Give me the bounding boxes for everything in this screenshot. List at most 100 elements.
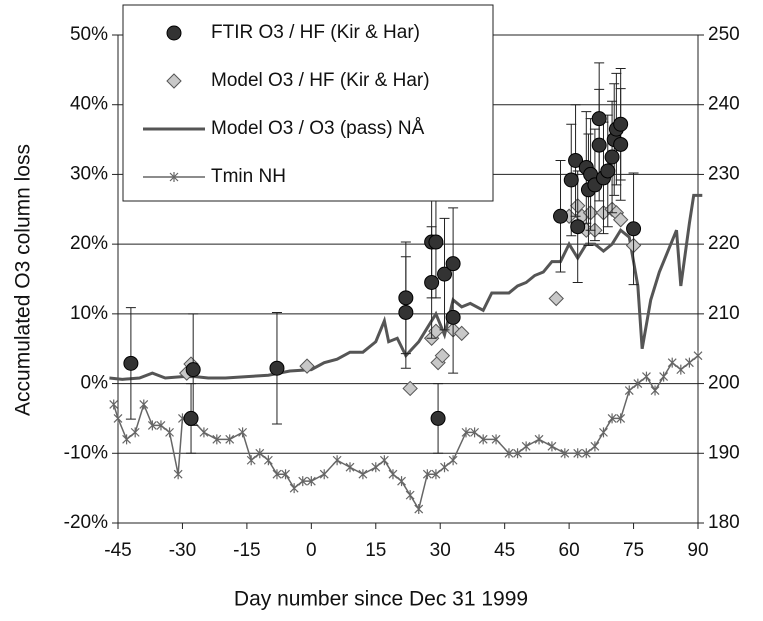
point <box>613 136 629 152</box>
point <box>405 490 415 501</box>
point <box>398 290 414 306</box>
point <box>616 413 626 424</box>
y2-tick-label: 180 <box>708 512 740 533</box>
point <box>428 234 444 250</box>
x-tick-label: 90 <box>687 540 708 561</box>
point <box>183 410 199 426</box>
point <box>437 266 453 282</box>
point <box>424 274 440 290</box>
y2-tick-label: 200 <box>708 373 740 394</box>
point <box>199 427 209 438</box>
y2-tick-label: 250 <box>708 24 740 45</box>
point <box>434 347 451 364</box>
point <box>633 378 643 389</box>
point <box>388 469 398 480</box>
y-tick-label: 20% <box>70 233 108 254</box>
point <box>263 455 273 466</box>
x-tick-label: -30 <box>169 540 196 561</box>
point <box>281 469 290 480</box>
point <box>568 152 584 168</box>
y-tick-label: 50% <box>70 24 108 45</box>
legend-label: Model O3 / HF (Kir & Har) <box>211 70 430 91</box>
legend-label: FTIR O3 / HF (Kir & Har) <box>211 22 420 43</box>
point <box>113 413 123 424</box>
point <box>255 448 265 459</box>
point <box>173 469 183 480</box>
point <box>599 427 608 438</box>
point <box>478 434 488 445</box>
point <box>590 441 600 452</box>
x-tick-label: 45 <box>494 540 515 561</box>
point <box>513 448 522 459</box>
x-tick-label: 15 <box>365 540 386 561</box>
point <box>130 427 140 438</box>
point <box>332 455 342 466</box>
y2-tick-label: 210 <box>708 303 740 324</box>
point <box>659 371 669 382</box>
point <box>123 355 139 371</box>
point <box>461 427 471 438</box>
point <box>166 73 182 89</box>
point <box>422 469 432 480</box>
point <box>570 219 586 235</box>
point <box>147 420 157 431</box>
y-tick-label: 30% <box>70 163 108 184</box>
x-tick-label: 30 <box>430 540 451 561</box>
point <box>548 290 564 307</box>
point <box>225 434 235 445</box>
point <box>246 455 256 466</box>
point <box>563 172 579 188</box>
point <box>504 448 514 459</box>
point <box>371 462 381 473</box>
y-tick-label: -20% <box>64 512 108 533</box>
y-axis-title: Accumulated O3 column loss <box>12 144 35 416</box>
point <box>212 434 222 445</box>
x-tick-label: 75 <box>623 540 644 561</box>
point <box>238 427 248 438</box>
point <box>693 350 703 361</box>
point <box>122 434 132 445</box>
y2-tick-label: 220 <box>708 233 740 254</box>
point <box>560 448 570 459</box>
y-tick-label: -10% <box>64 442 108 463</box>
point <box>521 441 531 452</box>
x-axis-title: Day number since Dec 31 1999 <box>234 588 528 611</box>
point <box>169 172 179 182</box>
point <box>269 360 285 376</box>
point <box>573 448 583 459</box>
point <box>319 469 329 480</box>
y-tick-label: 40% <box>70 94 108 115</box>
x-tick-label: -45 <box>104 540 131 561</box>
point <box>613 116 629 132</box>
point <box>491 434 501 445</box>
y2-tick-label: 190 <box>708 442 740 463</box>
point <box>453 325 470 342</box>
point <box>607 413 617 424</box>
point <box>166 25 182 41</box>
point <box>684 357 694 368</box>
point <box>431 469 441 480</box>
y2-tick-label: 240 <box>708 94 740 115</box>
point <box>289 483 299 494</box>
point <box>345 462 355 473</box>
x-tick-label: 0 <box>306 540 317 561</box>
point <box>185 362 201 378</box>
y-tick-label: 10% <box>70 303 108 324</box>
legend-label: Model O3 / O3 (pass) NÅ <box>211 118 425 139</box>
point <box>650 385 660 396</box>
point <box>445 309 461 325</box>
point <box>547 441 557 452</box>
x-tick-label: -15 <box>233 540 260 561</box>
point <box>626 221 642 237</box>
point <box>440 462 449 473</box>
point <box>676 364 686 375</box>
y2-tick-label: 230 <box>708 163 740 184</box>
legend-box <box>122 4 494 202</box>
point <box>612 212 629 228</box>
point <box>430 410 446 426</box>
point <box>299 358 315 374</box>
point <box>139 399 149 410</box>
point <box>642 371 651 382</box>
point <box>591 137 607 153</box>
